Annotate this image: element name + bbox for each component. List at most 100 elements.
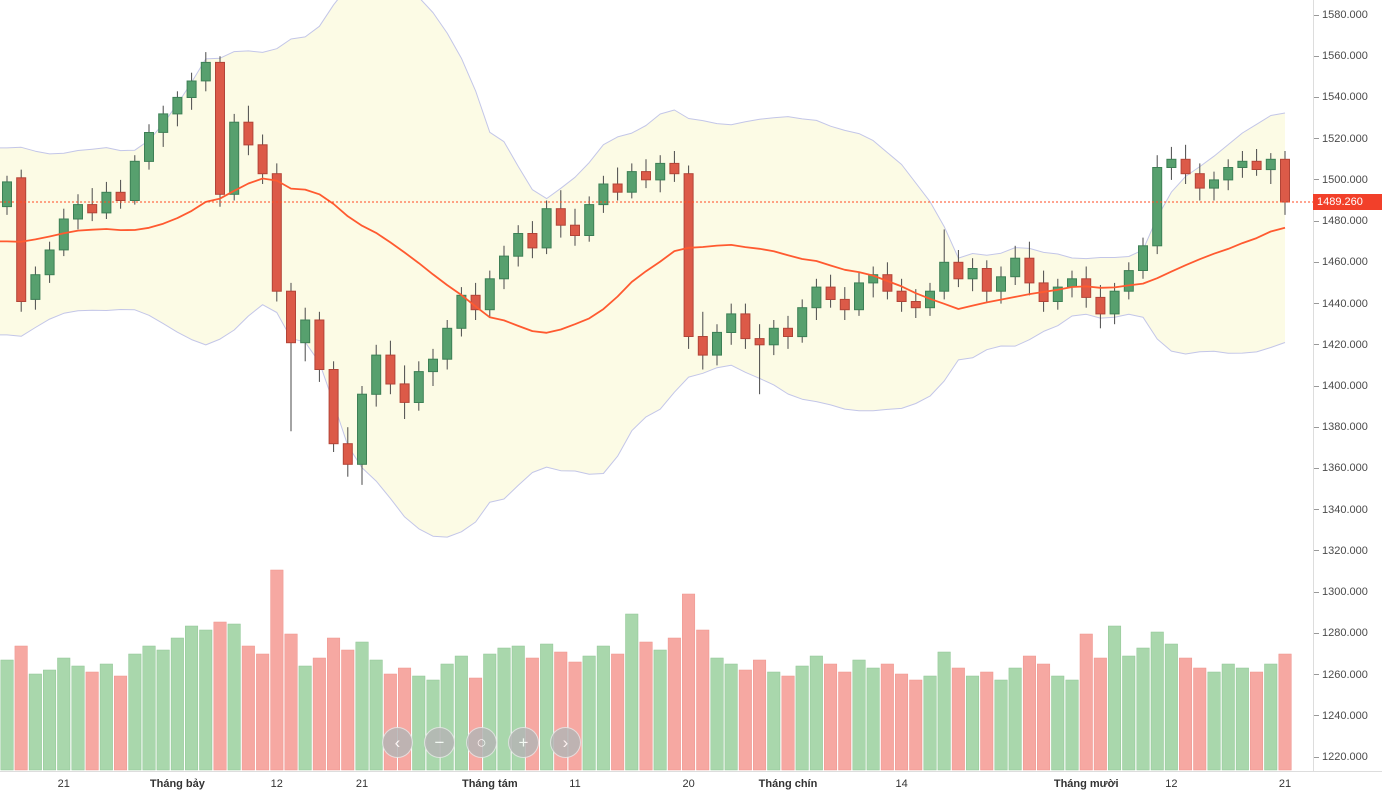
candle-body [271, 173, 282, 292]
price-tick-label: 1220.000 [1314, 751, 1368, 763]
chart-nav-controls: ‹ − ○ + › [382, 727, 581, 758]
volume-bar [937, 651, 951, 771]
axis-tick-mark [1314, 467, 1319, 469]
time-axis[interactable]: 21 Tháng bảy 12 21 Tháng tám 11 20 Tháng chín 14… [0, 771, 1382, 797]
bollinger-band-fill [0, 0, 1285, 538]
last-price-label: 1489.260 [1313, 194, 1382, 210]
volume-bar [341, 649, 355, 771]
price-tick-label: 1540.000 [1314, 91, 1368, 103]
candle-body [1180, 158, 1191, 175]
candle-body [385, 354, 396, 385]
zoom-in-button[interactable]: + [508, 727, 539, 758]
pan-left-button[interactable]: ‹ [382, 727, 413, 758]
volume-bar [14, 645, 28, 771]
axis-tick-mark [1314, 509, 1319, 511]
axis-tick-mark [1314, 632, 1319, 634]
axis-tick-mark [1314, 261, 1319, 263]
axis-tick-mark [1314, 344, 1319, 346]
candle-body [612, 183, 623, 193]
candle-body [754, 338, 765, 346]
price-tick-label: 1480.000 [1314, 215, 1368, 227]
candle-body [1166, 158, 1177, 169]
candle-body [428, 358, 438, 373]
volume-bar [710, 657, 724, 771]
volume-bar [540, 643, 554, 771]
chart-plot-area[interactable] [0, 0, 1313, 771]
pan-right-button[interactable]: › [550, 727, 581, 758]
axis-tick-mark [1314, 715, 1319, 717]
volume-bar [809, 655, 823, 771]
volume-bar [653, 649, 667, 771]
volume-bar [497, 647, 511, 771]
volume-bar [312, 657, 326, 771]
time-tick-label: 20 [682, 778, 695, 790]
volume-bar [625, 613, 639, 771]
volume-bar [1278, 653, 1292, 771]
candle-body [87, 204, 98, 214]
volume-bar [1051, 675, 1065, 771]
candle-body [129, 160, 140, 202]
chevron-right-icon: › [562, 733, 569, 752]
volume-bar [639, 641, 653, 771]
volume-bar [85, 671, 99, 771]
volume-bar [582, 655, 596, 771]
candle-body [1265, 158, 1276, 171]
candle-body [1223, 167, 1234, 181]
axis-tick-mark [1314, 220, 1319, 222]
bollinger-lower-line [0, 304, 1286, 538]
volume-bar [57, 657, 71, 771]
time-tick-label: Tháng chín [758, 778, 818, 790]
candle-body [655, 162, 666, 181]
candle-body [342, 443, 353, 465]
volume-bar [1150, 631, 1164, 771]
time-tick-label: 21 [355, 778, 369, 790]
volume-bar [1008, 667, 1022, 771]
candle-body [1251, 160, 1262, 171]
volume-bar [355, 641, 369, 771]
volume-bar [1136, 647, 1150, 771]
price-axis[interactable]: 1580.000 1560.000 1540.000 1520.000 1500.000… [1313, 0, 1382, 771]
reset-zoom-button[interactable]: ○ [466, 727, 497, 758]
volume-bar [1193, 667, 1207, 771]
volume-bar [256, 653, 270, 771]
candle-body [712, 331, 722, 356]
volume-bar [1164, 643, 1178, 771]
price-tick-label: 1560.000 [1314, 50, 1368, 62]
volume-bar [966, 675, 980, 771]
candle-body [939, 261, 950, 292]
candle-body [541, 208, 552, 249]
candle-body [1138, 245, 1148, 272]
volume-bar [895, 673, 909, 771]
candle-body [527, 233, 538, 249]
candle-body [158, 113, 169, 133]
candle-body [1152, 167, 1163, 247]
volume-bar [1264, 663, 1278, 771]
volume-bar [227, 623, 241, 771]
candle-body [30, 274, 41, 300]
candle-body [825, 286, 836, 301]
chevron-left-icon: ‹ [394, 733, 401, 752]
time-tick-label: Tháng bảy [149, 778, 205, 790]
candle-body [797, 307, 808, 338]
volume-bar [1037, 663, 1051, 771]
candle-body [740, 313, 751, 340]
candle-body [783, 327, 793, 337]
axis-tick-mark [1314, 55, 1319, 57]
price-tick-label: 1300.000 [1314, 586, 1368, 598]
candle-body [726, 313, 737, 333]
zoom-out-button[interactable]: − [424, 727, 455, 758]
candle-body [456, 294, 467, 329]
volume-bar [682, 593, 696, 771]
candle-body [811, 286, 822, 309]
candle-body [442, 327, 453, 360]
volume-bar [1079, 633, 1093, 771]
candle-body [215, 61, 225, 195]
volume-bar [724, 663, 738, 771]
price-tick-label: 1580.000 [1314, 9, 1368, 21]
candle-body [357, 393, 367, 465]
candle-body [499, 255, 509, 280]
candle-body [328, 369, 339, 445]
volume-bar [980, 671, 994, 771]
volume-bar [824, 663, 838, 771]
volume-bar [0, 659, 14, 771]
